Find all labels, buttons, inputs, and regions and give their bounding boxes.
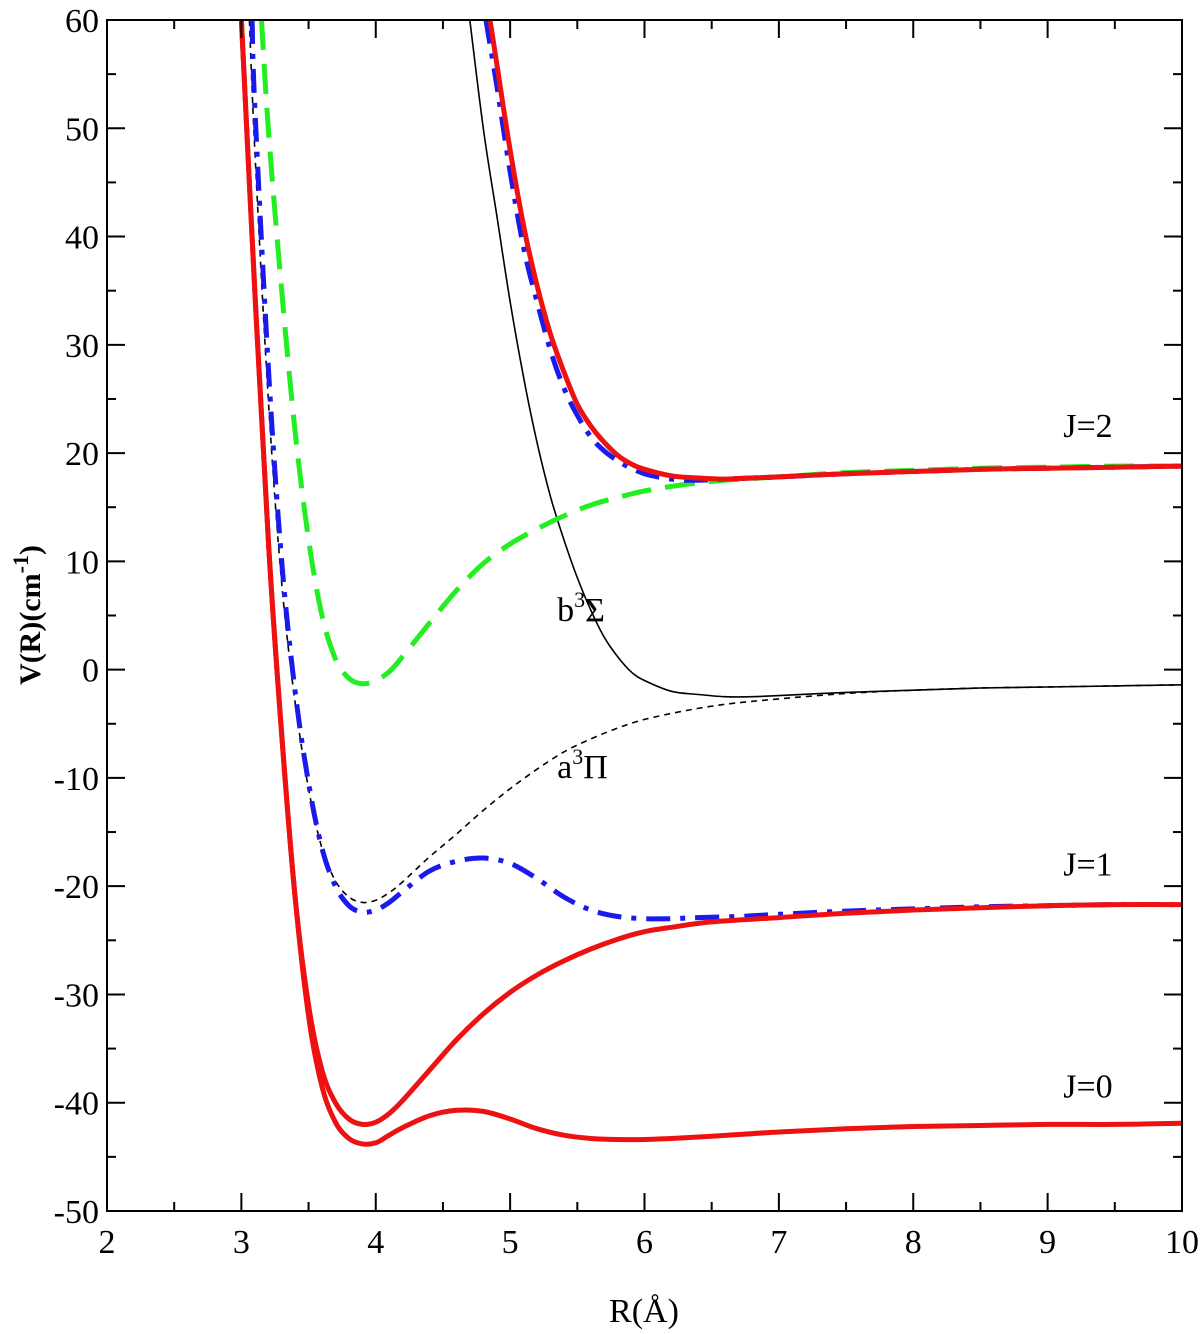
series-line-5 [249, 20, 1182, 922]
state-label-b-sup: 3 [574, 587, 585, 612]
x-tick-label: 2 [99, 1224, 116, 1261]
x-tick-label: 4 [367, 1224, 384, 1261]
y-tick-label: -30 [54, 977, 99, 1014]
y-tick-label: -40 [54, 1086, 99, 1123]
state-label-b-symbol: Σ [585, 592, 605, 629]
series-line-3 [483, 20, 1182, 483]
annotation-j1: J=1 [1063, 846, 1112, 883]
x-axis-title: R(Å) [609, 1293, 679, 1330]
y-axis-title-main: V(R)(cm [14, 573, 47, 685]
state-label-b3sigma: b3Σ [557, 587, 605, 629]
y-tick-label: 10 [65, 544, 99, 581]
tick-layer: 2 3 4 5 6 7 8 9 10 -50 -40 -30 -20 -10 0 10 20 30 40 50 60 [54, 3, 1199, 1261]
x-tick-label: 3 [233, 1224, 250, 1261]
y-tick-label: 60 [65, 3, 99, 40]
y-tick-label: 20 [65, 436, 99, 473]
series-line-7 [238, 20, 1182, 1147]
y-tick-label: 30 [65, 328, 99, 365]
state-label-b-letter: b [557, 592, 574, 629]
y-tick-label: 40 [65, 220, 99, 257]
y-tick-label: -50 [54, 1194, 99, 1231]
y-tick-label: -10 [54, 761, 99, 798]
state-label-a3pi: a3Π [557, 744, 608, 786]
state-label-a-letter: a [557, 749, 572, 786]
y-axis-title-sup: -1 [8, 555, 33, 573]
x-tick-label: 7 [770, 1224, 787, 1261]
series-layer [238, 20, 1182, 1147]
x-tick-label: 9 [1039, 1224, 1056, 1261]
state-label-a-symbol: Π [583, 749, 608, 786]
annotation-j2: J=2 [1063, 408, 1112, 445]
y-tick-label: 0 [82, 653, 99, 690]
x-tick-label: 10 [1165, 1224, 1199, 1261]
series-line-4 [487, 20, 1182, 482]
y-tick-label: -20 [54, 869, 99, 906]
y-tick-label: 50 [65, 111, 99, 148]
annotation-j0: J=0 [1063, 1068, 1112, 1105]
y-axis-title: V(R)(cm-1) [8, 545, 47, 685]
y-axis-title-close: ) [14, 545, 47, 555]
x-tick-label: 6 [636, 1224, 653, 1261]
x-tick-label: 8 [905, 1224, 922, 1261]
state-label-a-sup: 3 [572, 744, 583, 769]
series-line-1 [248, 20, 1182, 904]
x-tick-label: 5 [502, 1224, 519, 1261]
